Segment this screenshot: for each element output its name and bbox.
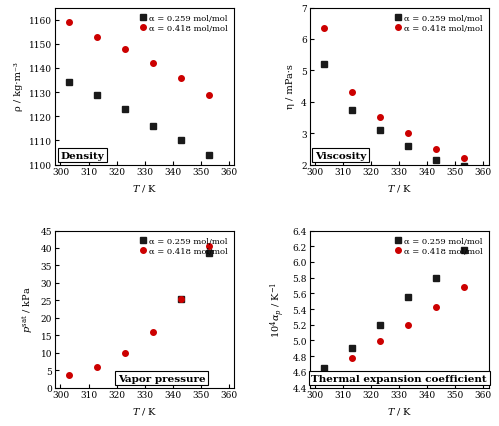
Y-axis label: $p^{\rm sat}$ / kPa: $p^{\rm sat}$ / kPa	[20, 286, 35, 333]
Text: Vapor pressure: Vapor pressure	[118, 374, 205, 383]
Y-axis label: $10^4\alpha_p$ / K$^{-1}$: $10^4\alpha_p$ / K$^{-1}$	[268, 281, 287, 337]
Y-axis label: η / mPa·s: η / mPa·s	[286, 64, 295, 109]
Text: Density: Density	[60, 152, 104, 161]
Legend: α = 0.259 mol/mol, α = 0.418 mol/mol: α = 0.259 mol/mol, α = 0.418 mol/mol	[136, 13, 230, 36]
Legend: α = 0.259 mol/mol, α = 0.418 mol/mol: α = 0.259 mol/mol, α = 0.418 mol/mol	[391, 235, 485, 258]
Y-axis label: ρ / kg·m⁻³: ρ / kg·m⁻³	[14, 63, 23, 111]
Legend: α = 0.259 mol/mol, α = 0.418 mol/mol: α = 0.259 mol/mol, α = 0.418 mol/mol	[391, 13, 485, 36]
Legend: α = 0.259 mol/mol, α = 0.418 mol/mol: α = 0.259 mol/mol, α = 0.418 mol/mol	[136, 235, 230, 258]
X-axis label: $T$ / K: $T$ / K	[132, 182, 157, 193]
X-axis label: $T$ / K: $T$ / K	[132, 405, 157, 416]
X-axis label: $T$ / K: $T$ / K	[387, 405, 412, 416]
Text: Thermal expansion coefficient: Thermal expansion coefficient	[311, 374, 487, 383]
Text: Viscosity: Viscosity	[315, 152, 366, 161]
X-axis label: $T$ / K: $T$ / K	[387, 182, 412, 193]
